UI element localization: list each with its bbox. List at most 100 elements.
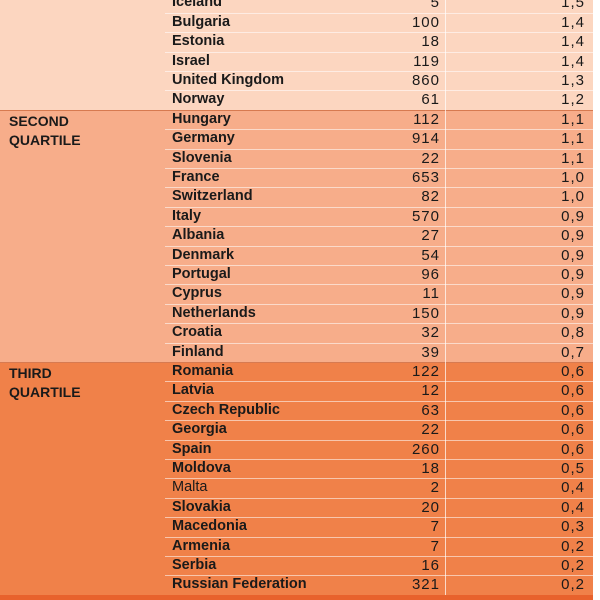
- rate: 1,3: [561, 71, 585, 89]
- column-divider: [445, 0, 446, 595]
- quartile-divider: [0, 361, 593, 363]
- count: 653: [411, 168, 440, 186]
- row-divider: [165, 167, 593, 169]
- count: 112: [413, 110, 440, 128]
- count: 22: [421, 149, 440, 167]
- count: 119: [413, 52, 440, 70]
- rate: 0,2: [561, 537, 585, 555]
- row-divider: [165, 51, 593, 53]
- quartile-label: QUARTILE: [9, 131, 81, 148]
- country: Bulgaria: [172, 13, 231, 30]
- rate: 0,9: [561, 246, 585, 264]
- row-divider: [165, 536, 593, 538]
- row-divider: [165, 70, 593, 72]
- row-divider: [165, 264, 593, 266]
- count: 16: [421, 556, 440, 574]
- count: 5: [430, 0, 440, 12]
- country: Germany: [172, 130, 235, 147]
- rate: 0,6: [561, 440, 585, 458]
- country: Denmark: [172, 246, 235, 263]
- row-divider: [165, 187, 593, 189]
- row-divider: [165, 342, 593, 344]
- row-divider: [165, 420, 593, 422]
- count: 570: [411, 207, 440, 225]
- rate: 1,1: [561, 110, 585, 128]
- rate: 1,4: [561, 13, 585, 31]
- count: 7: [430, 537, 440, 555]
- rate: 1,2: [561, 91, 585, 109]
- quartile-band: [0, 109, 593, 362]
- count: 22: [421, 421, 440, 439]
- row-divider: [165, 284, 593, 286]
- quartile-label: THIRD: [9, 364, 52, 381]
- rate: 1,4: [561, 52, 585, 70]
- count: 54: [421, 246, 440, 264]
- country: Finland: [172, 343, 224, 360]
- country: Norway: [172, 91, 225, 108]
- count: 321: [411, 576, 440, 594]
- rate: 0,4: [561, 498, 585, 516]
- count: 2: [430, 479, 440, 497]
- row-divider: [165, 303, 593, 305]
- country: Georgia: [172, 421, 227, 438]
- row-divider: [165, 323, 593, 325]
- country: Malta: [172, 479, 208, 496]
- count: 11: [422, 285, 440, 303]
- quartile-label: QUARTILE: [9, 383, 81, 400]
- rate: 0,2: [561, 556, 585, 574]
- rate: 1,1: [561, 149, 585, 167]
- quartile-label: SECOND: [9, 112, 69, 129]
- row-divider: [165, 478, 593, 480]
- row-divider: [165, 245, 593, 247]
- count: 18: [421, 459, 440, 477]
- country: Russian Federation: [172, 576, 307, 593]
- quartile-band: [0, 0, 593, 110]
- country: Croatia: [172, 324, 222, 341]
- count: 32: [421, 324, 440, 342]
- count: 100: [411, 13, 440, 31]
- row-divider: [165, 12, 593, 14]
- row-divider: [165, 400, 593, 402]
- country: Estonia: [172, 33, 225, 50]
- country: Czech Republic: [172, 401, 280, 418]
- count: 39: [421, 343, 440, 361]
- rate: 0,6: [561, 362, 585, 380]
- row-divider: [165, 90, 593, 92]
- count: 914: [411, 130, 440, 148]
- count: 63: [421, 401, 440, 419]
- rate: 0,6: [561, 382, 585, 400]
- row-divider: [165, 555, 593, 557]
- rate: 0,9: [561, 265, 585, 283]
- country: Slovenia: [172, 149, 232, 166]
- country: Netherlands: [172, 304, 256, 321]
- rate: 0,7: [561, 343, 585, 361]
- rate: 1,1: [561, 130, 585, 148]
- rate: 1,5: [561, 0, 585, 12]
- country: Moldova: [172, 459, 231, 476]
- row-divider: [165, 206, 593, 208]
- rate: 0,3: [561, 518, 585, 536]
- country: Serbia: [172, 556, 217, 573]
- country: Hungary: [172, 110, 231, 127]
- rate: 0,6: [561, 421, 585, 439]
- row-divider: [165, 458, 593, 460]
- rate: 0,9: [561, 285, 585, 303]
- country: Romania: [172, 362, 234, 379]
- rate: 0,2: [561, 576, 585, 594]
- country: Latvia: [172, 382, 214, 399]
- rate: 1,4: [561, 33, 585, 51]
- row-divider: [165, 497, 593, 499]
- count: 20: [421, 498, 440, 516]
- row-divider: [165, 575, 593, 577]
- rate: 0,5: [561, 459, 585, 477]
- country: France: [172, 168, 220, 185]
- country: Armenia: [172, 537, 231, 554]
- row-divider: [165, 381, 593, 383]
- country: Switzerland: [172, 188, 253, 205]
- count: 122: [411, 362, 440, 380]
- country: Italy: [172, 207, 202, 224]
- row-divider: [165, 517, 593, 519]
- count: 96: [421, 265, 440, 283]
- rate: 0,9: [561, 207, 585, 225]
